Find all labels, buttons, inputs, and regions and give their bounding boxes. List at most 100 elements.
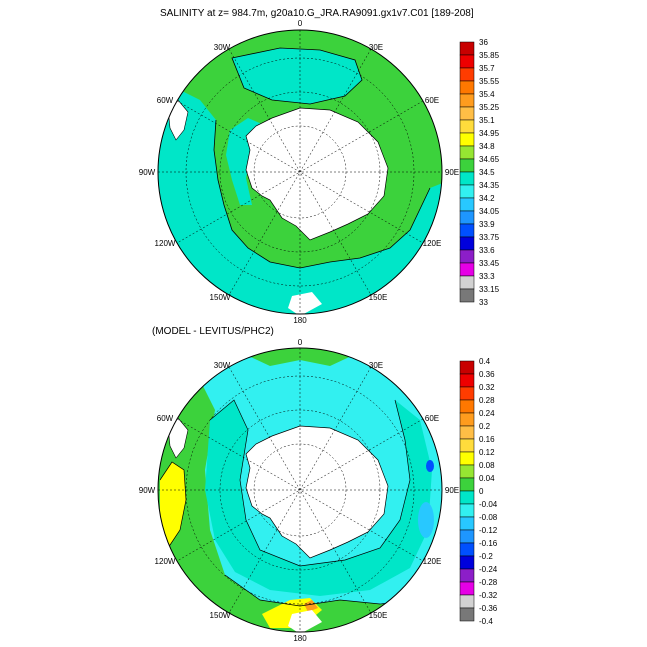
lon-label-150e: 150E xyxy=(369,293,388,302)
colorbar-swatch xyxy=(459,386,475,401)
colorbar-swatch xyxy=(459,555,475,570)
lon-label-120w: 120W xyxy=(155,239,176,248)
colorbar-swatch xyxy=(459,542,475,557)
lon-label-120e: 120E xyxy=(423,557,442,566)
colorbar-label: -0.08 xyxy=(479,513,498,522)
colorbar-swatch xyxy=(459,132,475,147)
colorbar-swatch xyxy=(459,41,475,56)
top-panel-title: SALINITY at z= 984.7m, g20a10.G_JRA.RA90… xyxy=(160,8,474,19)
lon-label-90e: 90E xyxy=(445,486,459,495)
lon-label-0: 0 xyxy=(298,19,303,28)
colorbar-label: 35.4 xyxy=(479,90,495,99)
colorbar-label: 36 xyxy=(479,38,488,47)
colorbar-label: 0.16 xyxy=(479,435,495,444)
colorbar-label: 33.3 xyxy=(479,272,495,281)
top-map-contour xyxy=(231,47,363,105)
top-colorbar: 36 35.85 35.7 35.55 35.4 35.25 35.1 34.95 34.8 34… xyxy=(459,38,500,307)
bottom-map-land xyxy=(288,610,322,632)
bottom-map-blue-patch xyxy=(426,460,434,472)
top-map-land xyxy=(288,292,322,314)
top-map-antarctica xyxy=(245,107,389,241)
colorbar-swatch xyxy=(459,594,475,609)
colorbar-swatch xyxy=(459,516,475,531)
colorbar-label: 0.28 xyxy=(479,396,495,405)
lon-label-150w: 150W xyxy=(210,293,231,302)
colorbar-label: -0.24 xyxy=(479,565,498,574)
colorbar-swatch xyxy=(459,360,475,375)
lon-label-120e: 120E xyxy=(423,239,442,248)
colorbar-swatch xyxy=(459,67,475,82)
bottom-colorbar: 0.4 0.36 0.32 0.28 0.24 0.2 0.16 0.12 0.08 0.04 0 -… xyxy=(459,357,498,626)
lon-label-30e: 30E xyxy=(369,361,383,370)
colorbar-swatch xyxy=(459,490,475,505)
colorbar-label: 34.65 xyxy=(479,155,500,164)
colorbar-label: -0.32 xyxy=(479,591,498,600)
colorbar-label: -0.4 xyxy=(479,617,493,626)
bottom-map-lon-labels: 0 30E 60E 90E 120E 150E 180 150W 120W 90… xyxy=(139,338,459,643)
bottom-map-yellow-patch xyxy=(160,462,186,548)
lon-label-60w: 60W xyxy=(157,96,174,105)
lon-label-30e: 30E xyxy=(369,43,383,52)
lon-label-120w: 120W xyxy=(155,557,176,566)
colorbar-label: 33 xyxy=(479,298,488,307)
lon-label-150e: 150E xyxy=(369,611,388,620)
colorbar-swatch xyxy=(459,477,475,492)
colorbar-swatch xyxy=(459,158,475,173)
colorbar-label: 33.6 xyxy=(479,246,495,255)
lon-label-0: 0 xyxy=(298,338,303,347)
colorbar-label: 33.45 xyxy=(479,259,500,268)
colorbar-swatch xyxy=(459,171,475,186)
lon-label-60e: 60E xyxy=(425,96,439,105)
colorbar-label: -0.04 xyxy=(479,500,498,509)
colorbar-label: 34.5 xyxy=(479,168,495,177)
bottom-map-graticule xyxy=(158,348,442,632)
colorbar-swatch xyxy=(459,184,475,199)
lon-label-180: 180 xyxy=(293,316,307,325)
bottom-map-orange-patch xyxy=(304,600,318,612)
top-map-cyan-pocket xyxy=(232,48,362,104)
colorbar-label: 33.9 xyxy=(479,220,495,229)
colorbar-label: 34.05 xyxy=(479,207,500,216)
colorbar-swatch xyxy=(459,451,475,466)
lon-label-90w: 90W xyxy=(139,486,156,495)
colorbar-label: 0.12 xyxy=(479,448,495,457)
colorbar-label: 34.95 xyxy=(479,129,500,138)
top-map-border xyxy=(157,29,443,315)
colorbar-swatch xyxy=(459,262,475,277)
lon-label-90e: 90E xyxy=(445,168,459,177)
lon-label-150w: 150W xyxy=(210,611,231,620)
colorbar-swatch xyxy=(459,210,475,225)
bottom-anomaly-map: 0 30E 60E 90E 120E 150E 180 150W 120W 90… xyxy=(139,338,459,643)
colorbar-label: 0 xyxy=(479,487,484,496)
colorbar-label: 35.7 xyxy=(479,64,495,73)
colorbar-label: 0.36 xyxy=(479,370,495,379)
top-map-graticule xyxy=(158,30,442,314)
colorbar-label: -0.2 xyxy=(479,552,493,561)
colorbar-swatch xyxy=(459,464,475,479)
bottom-panel-title: (MODEL - LEVITUS/PHC2) xyxy=(152,326,274,337)
lon-label-30w: 30W xyxy=(214,361,231,370)
colorbar-label: 0.4 xyxy=(479,357,491,366)
top-map-lon-labels: 0 30E 60E 90E 120E 150E 180 150W 120W 90… xyxy=(139,19,459,325)
colorbar-label: 35.55 xyxy=(479,77,500,86)
colorbar-swatch xyxy=(459,412,475,427)
colorbar-label: 0.04 xyxy=(479,474,495,483)
colorbar-swatch xyxy=(459,275,475,290)
bottom-map-contour xyxy=(159,461,187,549)
colorbar-swatch xyxy=(459,425,475,440)
lon-label-60e: 60E xyxy=(425,414,439,423)
colorbar-swatch xyxy=(459,54,475,69)
colorbar-swatch xyxy=(459,607,475,622)
colorbar-swatch xyxy=(459,503,475,518)
colorbar-swatch xyxy=(459,197,475,212)
colorbar-label: -0.36 xyxy=(479,604,498,613)
top-salinity-map: 0 30E 60E 90E 120E 150E 180 150W 120W 90… xyxy=(139,19,459,325)
colorbar-swatch xyxy=(459,249,475,264)
lon-label-180: 180 xyxy=(293,634,307,643)
colorbar-swatch xyxy=(459,568,475,583)
lon-label-30w: 30W xyxy=(214,43,231,52)
colorbar-label: -0.12 xyxy=(479,526,498,535)
colorbar-swatch xyxy=(459,438,475,453)
colorbar-swatch xyxy=(459,145,475,160)
